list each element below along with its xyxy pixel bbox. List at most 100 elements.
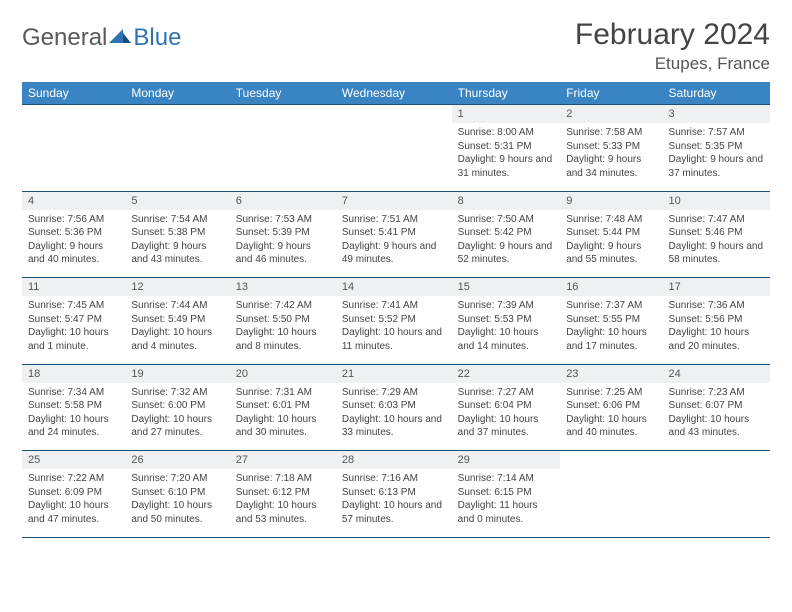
day-number: 28	[336, 451, 452, 470]
weekday-header: Sunday	[22, 82, 125, 105]
title-block: February 2024 Etupes, France	[575, 18, 770, 74]
sunrise-text: Sunrise: 7:22 AM	[28, 473, 104, 484]
day-number: 2	[560, 105, 662, 124]
weekday-header: Wednesday	[336, 82, 452, 105]
sunset-text: Sunset: 5:35 PM	[669, 141, 743, 152]
sunrise-text: Sunrise: 7:56 AM	[28, 214, 104, 225]
sunrise-text: Sunrise: 7:41 AM	[342, 300, 418, 311]
sunset-text: Sunset: 5:46 PM	[669, 227, 743, 238]
sunrise-text: Sunrise: 7:31 AM	[236, 387, 312, 398]
sunset-text: Sunset: 5:47 PM	[28, 314, 102, 325]
sunrise-text: Sunrise: 7:34 AM	[28, 387, 104, 398]
day-cell: Sunrise: 7:41 AMSunset: 5:52 PMDaylight:…	[336, 296, 452, 364]
day-cell: Sunrise: 7:14 AM Sunset: 6:15 PM Daylight:…	[452, 469, 561, 537]
sunrise-text: Sunrise: 7:44 AM	[131, 300, 207, 311]
location: Etupes, France	[575, 54, 770, 74]
sunset-text: Sunset: 6:12 PM	[236, 487, 310, 498]
sunset-text: Sunset: 6:13 PM	[342, 487, 416, 498]
sunset-text: Sunset: 5:49 PM	[131, 314, 205, 325]
day-number: 20	[230, 364, 336, 383]
day-number	[336, 105, 452, 124]
sunrise-text: Sunrise: 7:25 AM	[566, 387, 642, 398]
day-content-row: Sunrise: 7:34 AM Sunset: 5:58 PM Daylight:…	[22, 383, 770, 451]
day-cell	[125, 123, 229, 191]
day-cell: Sunrise: 7:45 AMSunset: 5:47 PMDaylight:…	[22, 296, 125, 364]
day-cell: Sunrise: 7:20 AMSunset: 6:10 PMDaylight:…	[125, 469, 229, 537]
sunrise-text: Sunrise: 7:29 AM	[342, 387, 418, 398]
sunset-text: Sunset: 5:52 PM	[342, 314, 416, 325]
daylight-text: Daylight: 10 hours and 43 minutes.	[669, 414, 750, 439]
daylight-text: Daylight: 10 hours and 17 minutes.	[566, 327, 647, 352]
sunset-text: Sunset: 5:39 PM	[236, 227, 310, 238]
day-number	[560, 451, 662, 470]
day-number-row: 18192021222324	[22, 364, 770, 383]
day-content-row: Sunrise: 8:00 AMSunset: 5:31 PMDaylight:…	[22, 123, 770, 191]
sunset-text: Sunset: 5:41 PM	[342, 227, 416, 238]
sunrise-text: Sunrise: 7:58 AM	[566, 127, 642, 138]
daylight-text: Daylight: 11 hours and 0 minutes.	[458, 500, 538, 525]
day-number-row: 11121314151617	[22, 278, 770, 297]
sunrise-text: Sunrise: 7:50 AM	[458, 214, 534, 225]
weekday-header: Friday	[560, 82, 662, 105]
day-cell: Sunrise: 7:48 AMSunset: 5:44 PMDaylight:…	[560, 210, 662, 278]
sunrise-text: Sunrise: 7:37 AM	[566, 300, 642, 311]
sunrise-text: Sunrise: 7:42 AM	[236, 300, 312, 311]
day-number: 13	[230, 278, 336, 297]
day-number	[125, 105, 229, 124]
day-number: 22	[452, 364, 561, 383]
sunset-text: Sunset: 6:15 PM	[458, 487, 532, 498]
day-number-row: 2526272829	[22, 451, 770, 470]
day-number: 24	[663, 364, 770, 383]
day-cell: Sunrise: 7:56 AMSunset: 5:36 PMDaylight:…	[22, 210, 125, 278]
day-cell: Sunrise: 7:50 AMSunset: 5:42 PMDaylight:…	[452, 210, 561, 278]
day-number: 16	[560, 278, 662, 297]
logo: General Blue	[22, 24, 181, 52]
sunset-text: Sunset: 5:33 PM	[566, 141, 640, 152]
daylight-text: Daylight: 10 hours and 30 minutes.	[236, 414, 317, 439]
sunset-text: Sunset: 5:50 PM	[236, 314, 310, 325]
day-cell	[230, 123, 336, 191]
weekday-header-row: Sunday Monday Tuesday Wednesday Thursday…	[22, 82, 770, 105]
day-number: 9	[560, 191, 662, 210]
sunrise-text: Sunrise: 7:32 AM	[131, 387, 207, 398]
sunrise-text: Sunrise: 7:54 AM	[131, 214, 207, 225]
day-number: 17	[663, 278, 770, 297]
day-number: 29	[452, 451, 561, 470]
sunset-text: Sunset: 5:36 PM	[28, 227, 102, 238]
day-cell: Sunrise: 7:54 AMSunset: 5:38 PMDaylight:…	[125, 210, 229, 278]
day-cell: Sunrise: 8:00 AMSunset: 5:31 PMDaylight:…	[452, 123, 561, 191]
sunset-text: Sunset: 6:03 PM	[342, 400, 416, 411]
day-cell: Sunrise: 7:47 AMSunset: 5:46 PMDaylight:…	[663, 210, 770, 278]
sunrise-text: Sunrise: 7:48 AM	[566, 214, 642, 225]
sunset-text: Sunset: 6:09 PM	[28, 487, 102, 498]
daylight-text: Daylight: 10 hours and 24 minutes.	[28, 414, 109, 439]
daylight-text: Daylight: 10 hours and 4 minutes.	[131, 327, 212, 352]
daylight-text: Daylight: 9 hours and 49 minutes.	[342, 241, 437, 266]
logo-triangle-icon	[109, 27, 131, 50]
day-cell: Sunrise: 7:44 AM Sunset: 5:49 PM Daylight:…	[125, 296, 229, 364]
day-number: 14	[336, 278, 452, 297]
daylight-text: Daylight: 10 hours and 50 minutes.	[131, 500, 212, 525]
day-number: 19	[125, 364, 229, 383]
day-content-row: Sunrise: 7:56 AM Sunset: 5:36 PM Daylight:…	[22, 210, 770, 278]
day-cell: Sunrise: 7:51 AMSunset: 5:41 PMDaylight:…	[336, 210, 452, 278]
daylight-text: Daylight: 10 hours and 20 minutes.	[669, 327, 750, 352]
day-cell: Sunrise: 7:34 AM Sunset: 5:58 PM Daylight:…	[22, 383, 125, 451]
day-number	[230, 105, 336, 124]
sunrise-text: Sunrise: 7:45 AM	[28, 300, 104, 311]
daylight-text: Daylight: 10 hours and 14 minutes.	[458, 327, 539, 352]
day-cell	[663, 469, 770, 537]
daylight-text: Daylight: 10 hours and 33 minutes.	[342, 414, 442, 439]
sunset-text: Sunset: 6:04 PM	[458, 400, 532, 411]
day-number: 6	[230, 191, 336, 210]
daylight-text: Daylight: 10 hours and 37 minutes.	[458, 414, 539, 439]
sunrise-text: Sunrise: 7:53 AM	[236, 214, 312, 225]
sunset-text: Sunset: 6:06 PM	[566, 400, 640, 411]
calendar-grid: Sunday Monday Tuesday Wednesday Thursday…	[22, 82, 770, 538]
sunset-text: Sunset: 5:58 PM	[28, 400, 102, 411]
sunrise-text: Sunrise: 7:18 AM	[236, 473, 312, 484]
daylight-text: Daylight: 10 hours and 47 minutes.	[28, 500, 109, 525]
day-number: 10	[663, 191, 770, 210]
sunrise-text: Sunrise: 7:14 AM	[458, 473, 534, 484]
day-number-row: 45678910	[22, 191, 770, 210]
